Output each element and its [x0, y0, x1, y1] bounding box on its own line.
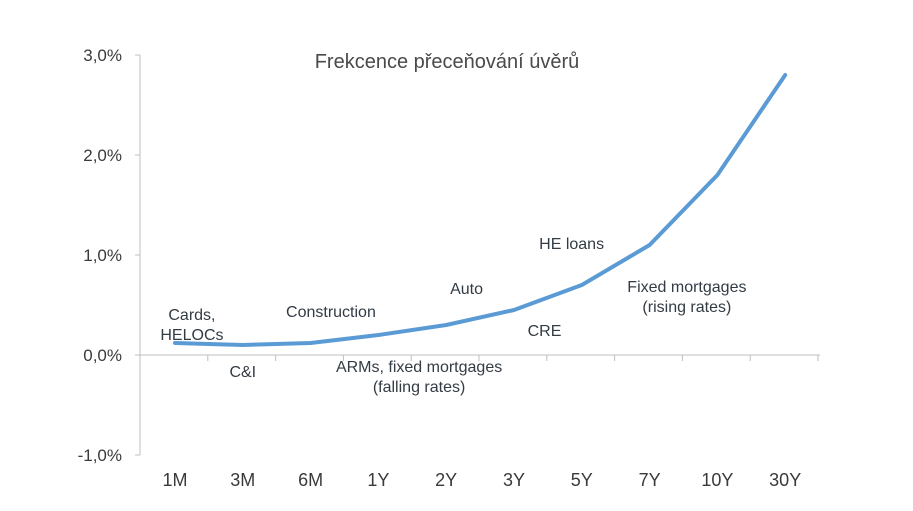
annotation-line: Fixed mortgages	[627, 279, 746, 296]
annotations: Cards, HELOCs C&I Construction ARMs, fixed m…	[160, 236, 746, 396]
annotation-line: Cards,	[168, 307, 215, 324]
x-tick-label: 5Y	[571, 470, 593, 490]
annotation-line: Construction	[286, 304, 376, 321]
annotation-label: CRE	[528, 323, 562, 340]
x-tick-label: 1Y	[367, 470, 389, 490]
series-line	[173, 73, 788, 347]
x-tick-label: 10Y	[701, 470, 733, 490]
y-tick-labels: -1,0% 0,0% 1,0% 2,0% 3,0%	[78, 46, 122, 465]
y-tick-label: 3,0%	[83, 46, 122, 65]
annotation-label: ARMs, fixed mortgages (falling rates)	[336, 359, 502, 396]
x-tick-label: 1M	[162, 470, 187, 490]
y-tick-label: 2,0%	[83, 146, 122, 165]
annotation-line: (falling rates)	[373, 379, 465, 396]
annotation-label: Cards, HELOCs	[160, 307, 223, 344]
annotation-line: (rising rates)	[642, 299, 731, 316]
annotation-line: Auto	[450, 281, 483, 298]
annotation-line: ARMs, fixed mortgages	[336, 359, 502, 376]
x-tick-label: 3M	[230, 470, 255, 490]
annotation-label: Auto	[450, 281, 483, 298]
y-tick-label: 0,0%	[83, 346, 122, 365]
y-tick-label: 1,0%	[83, 246, 122, 265]
y-tick-label: -1,0%	[78, 446, 122, 465]
axes	[135, 54, 820, 456]
annotation-label: C&I	[229, 364, 256, 381]
series-group	[173, 73, 788, 347]
x-tick-labels: 1M 3M 6M 1Y 2Y 3Y 5Y 7Y 10Y 30Y	[162, 470, 801, 490]
x-tick-label: 2Y	[435, 470, 457, 490]
annotation-line: CRE	[528, 323, 562, 340]
chart-title: Frekcence přeceňování úvěrů	[315, 51, 580, 73]
annotation-line: C&I	[229, 364, 256, 381]
annotation-label: Construction	[286, 304, 376, 321]
annotation-label: HE loans	[539, 236, 604, 253]
annotation-line: HE loans	[539, 236, 604, 253]
x-tick-label: 3Y	[503, 470, 525, 490]
annotation-line: HELOCs	[160, 327, 223, 344]
x-tick-label: 7Y	[639, 470, 661, 490]
annotation-label: Fixed mortgages (rising rates)	[627, 279, 746, 316]
x-tick-label: 6M	[298, 470, 323, 490]
x-tick-label: 30Y	[769, 470, 801, 490]
